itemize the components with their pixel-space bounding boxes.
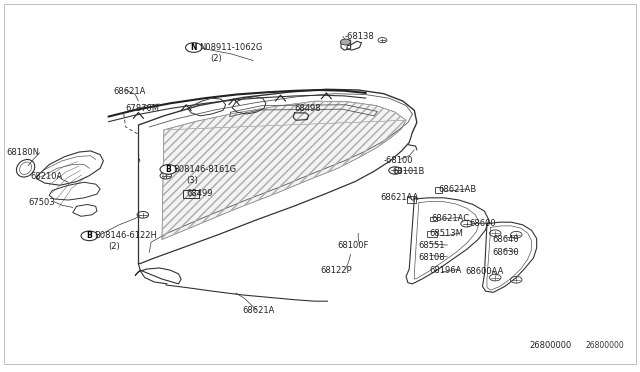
Text: 68551: 68551 — [419, 241, 445, 250]
Text: B08146-6122H: B08146-6122H — [94, 231, 157, 240]
Polygon shape — [162, 101, 406, 240]
Text: 68513M: 68513M — [429, 230, 463, 238]
Text: 68621A: 68621A — [113, 87, 145, 96]
Text: (2): (2) — [210, 54, 221, 63]
Text: 68621AA: 68621AA — [380, 193, 419, 202]
Text: 68180N: 68180N — [6, 148, 40, 157]
Text: N08911-1062G: N08911-1062G — [199, 43, 262, 52]
Text: 26800000: 26800000 — [586, 341, 625, 350]
Circle shape — [160, 164, 177, 174]
Text: B08146-8161G: B08146-8161G — [173, 165, 237, 174]
Bar — [183, 190, 199, 198]
Bar — [435, 187, 442, 193]
Text: 68498: 68498 — [294, 104, 321, 113]
Text: N: N — [191, 43, 197, 52]
Text: 68630: 68630 — [492, 248, 519, 257]
Text: 68499: 68499 — [186, 189, 212, 198]
Text: B: B — [86, 231, 92, 240]
Text: (3): (3) — [186, 176, 198, 185]
Text: 68621A: 68621A — [243, 306, 275, 315]
Text: -68100: -68100 — [384, 155, 413, 165]
Bar — [429, 217, 437, 221]
Text: (2): (2) — [108, 243, 120, 251]
Text: 68621AC: 68621AC — [431, 214, 470, 223]
Text: 67503: 67503 — [28, 198, 55, 207]
Text: 68621AB: 68621AB — [438, 185, 476, 194]
Circle shape — [186, 43, 202, 52]
Text: -68138: -68138 — [344, 32, 374, 41]
Text: B: B — [166, 165, 172, 174]
Text: 68640: 68640 — [492, 235, 518, 244]
Text: 67870M: 67870M — [125, 104, 159, 113]
Text: 68600: 68600 — [470, 219, 497, 228]
Text: 68122P: 68122P — [320, 266, 351, 275]
Text: 68600AA: 68600AA — [465, 267, 504, 276]
Text: 26800000: 26800000 — [529, 341, 572, 350]
Text: 68210A: 68210A — [30, 172, 62, 181]
Circle shape — [340, 39, 351, 45]
Bar — [427, 231, 437, 237]
Text: 68196A: 68196A — [429, 266, 462, 275]
Bar — [406, 196, 415, 203]
Circle shape — [81, 231, 98, 241]
Text: 68101B: 68101B — [393, 167, 425, 176]
Text: 68100F: 68100F — [337, 241, 369, 250]
Text: 68108: 68108 — [419, 253, 445, 263]
